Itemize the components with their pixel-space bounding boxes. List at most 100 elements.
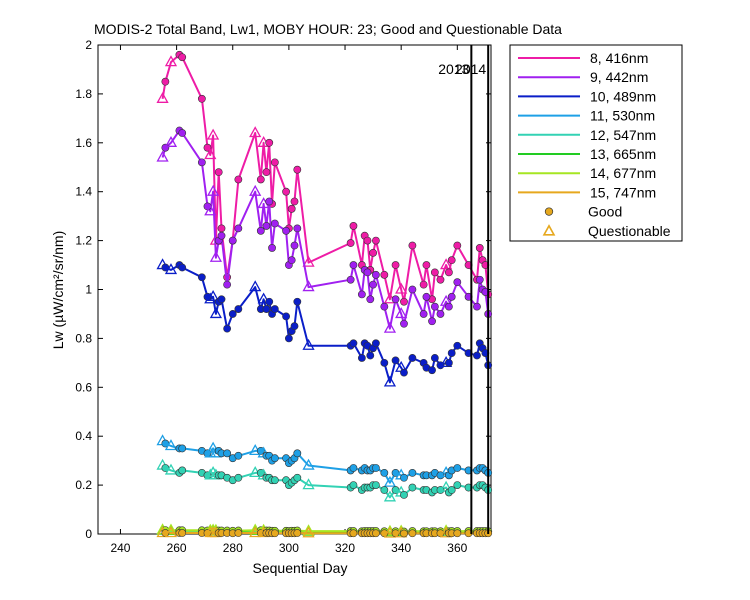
good-point [256, 175, 265, 184]
good-point [270, 454, 279, 463]
y-tick-label: 0.6 [75, 380, 92, 394]
good-point [293, 297, 302, 306]
series-547nm [156, 458, 493, 502]
good-point [372, 464, 380, 472]
series-489nm [156, 258, 493, 387]
good-point [369, 280, 377, 289]
good-point [380, 468, 389, 477]
good-point [349, 339, 358, 348]
legend-label: 12, 547nm [590, 127, 656, 143]
good-point [430, 354, 439, 362]
questionable-point [164, 463, 178, 475]
good-point [408, 468, 417, 477]
good-point [293, 165, 302, 174]
good-point [223, 324, 232, 333]
questionable-point [439, 258, 453, 270]
y-axis-label: Lw (µW/cm²/sr/nm) [50, 231, 66, 350]
good-point [447, 256, 456, 265]
good-point [363, 236, 372, 245]
questionable-point [204, 204, 217, 216]
good-point [428, 317, 436, 326]
legend-label: 14, 677nm [590, 165, 656, 181]
y-tick-label: 1.4 [75, 185, 92, 199]
y-tick-label: 0.2 [75, 478, 92, 492]
y-tick-label: 1.8 [75, 87, 92, 101]
good-point [346, 275, 355, 284]
questionable-point [156, 91, 169, 103]
good-point [408, 529, 417, 538]
legend-label: Good [588, 204, 622, 220]
legend: 8, 416nm 9, 442nm 10, 489nm 11, 530nm 12, 54… [509, 44, 683, 242]
good-point [270, 158, 279, 167]
questionable-point [395, 307, 408, 319]
questionable-point [302, 338, 315, 350]
good-point [380, 270, 389, 279]
legend-label: Questionable [588, 223, 671, 239]
good-point [197, 158, 206, 167]
good-point [270, 476, 279, 485]
good-point [270, 305, 279, 313]
x-tick-label: 280 [223, 541, 243, 555]
good-point [400, 297, 408, 306]
questionable-point [164, 55, 178, 67]
questionable-point [302, 280, 315, 292]
good-point [262, 222, 271, 230]
good-point [447, 486, 456, 494]
good-point [217, 295, 226, 304]
questionable-point [206, 466, 220, 478]
questionable-point [206, 128, 220, 140]
good-point [228, 310, 237, 318]
good-point [391, 261, 400, 269]
good-point [447, 292, 456, 301]
legend-label: 11, 530nm [590, 108, 655, 124]
good-point [217, 224, 226, 233]
y-tick-label: 2 [85, 38, 92, 52]
good-point [473, 302, 481, 311]
good-point [256, 226, 265, 235]
legend-label: 13, 665nm [590, 146, 656, 162]
good-point [366, 351, 375, 360]
good-point [234, 529, 243, 537]
y-tick-label: 0.8 [75, 331, 92, 345]
good-point [391, 356, 400, 365]
good-point [287, 204, 296, 213]
good-point [430, 302, 439, 311]
good-point [349, 261, 358, 269]
good-point [203, 143, 212, 152]
questionable-point [302, 255, 315, 267]
questionable-point [204, 148, 217, 160]
good-point [217, 231, 226, 240]
good-point [372, 339, 380, 348]
questionable-point [206, 289, 220, 301]
questionable-point [249, 280, 262, 292]
good-point [284, 334, 293, 343]
questionable-point [302, 478, 315, 490]
good-point [293, 224, 302, 233]
questionable-point [164, 439, 178, 451]
good-point [444, 268, 453, 277]
questionable-point [164, 135, 178, 147]
questionable-point [302, 526, 315, 538]
questionable-point [209, 250, 223, 262]
y-tick-label: 1.6 [75, 136, 92, 150]
good-point [197, 273, 206, 282]
questionable-point [383, 321, 397, 333]
series-layer [156, 50, 493, 538]
x-tick-label: 340 [391, 541, 411, 555]
series-747nm [156, 526, 493, 538]
x-tick-label: 320 [335, 541, 355, 555]
good-point [400, 490, 408, 499]
x-axis-label: Sequential Day [253, 560, 348, 576]
good-point [380, 486, 389, 494]
good-point [366, 295, 375, 304]
legend-marker-good [544, 207, 554, 216]
series-442nm [156, 126, 493, 333]
series-416nm [156, 50, 493, 306]
good-point [400, 319, 408, 328]
good-point [223, 280, 232, 289]
good-point [349, 464, 358, 472]
good-point [265, 197, 274, 206]
